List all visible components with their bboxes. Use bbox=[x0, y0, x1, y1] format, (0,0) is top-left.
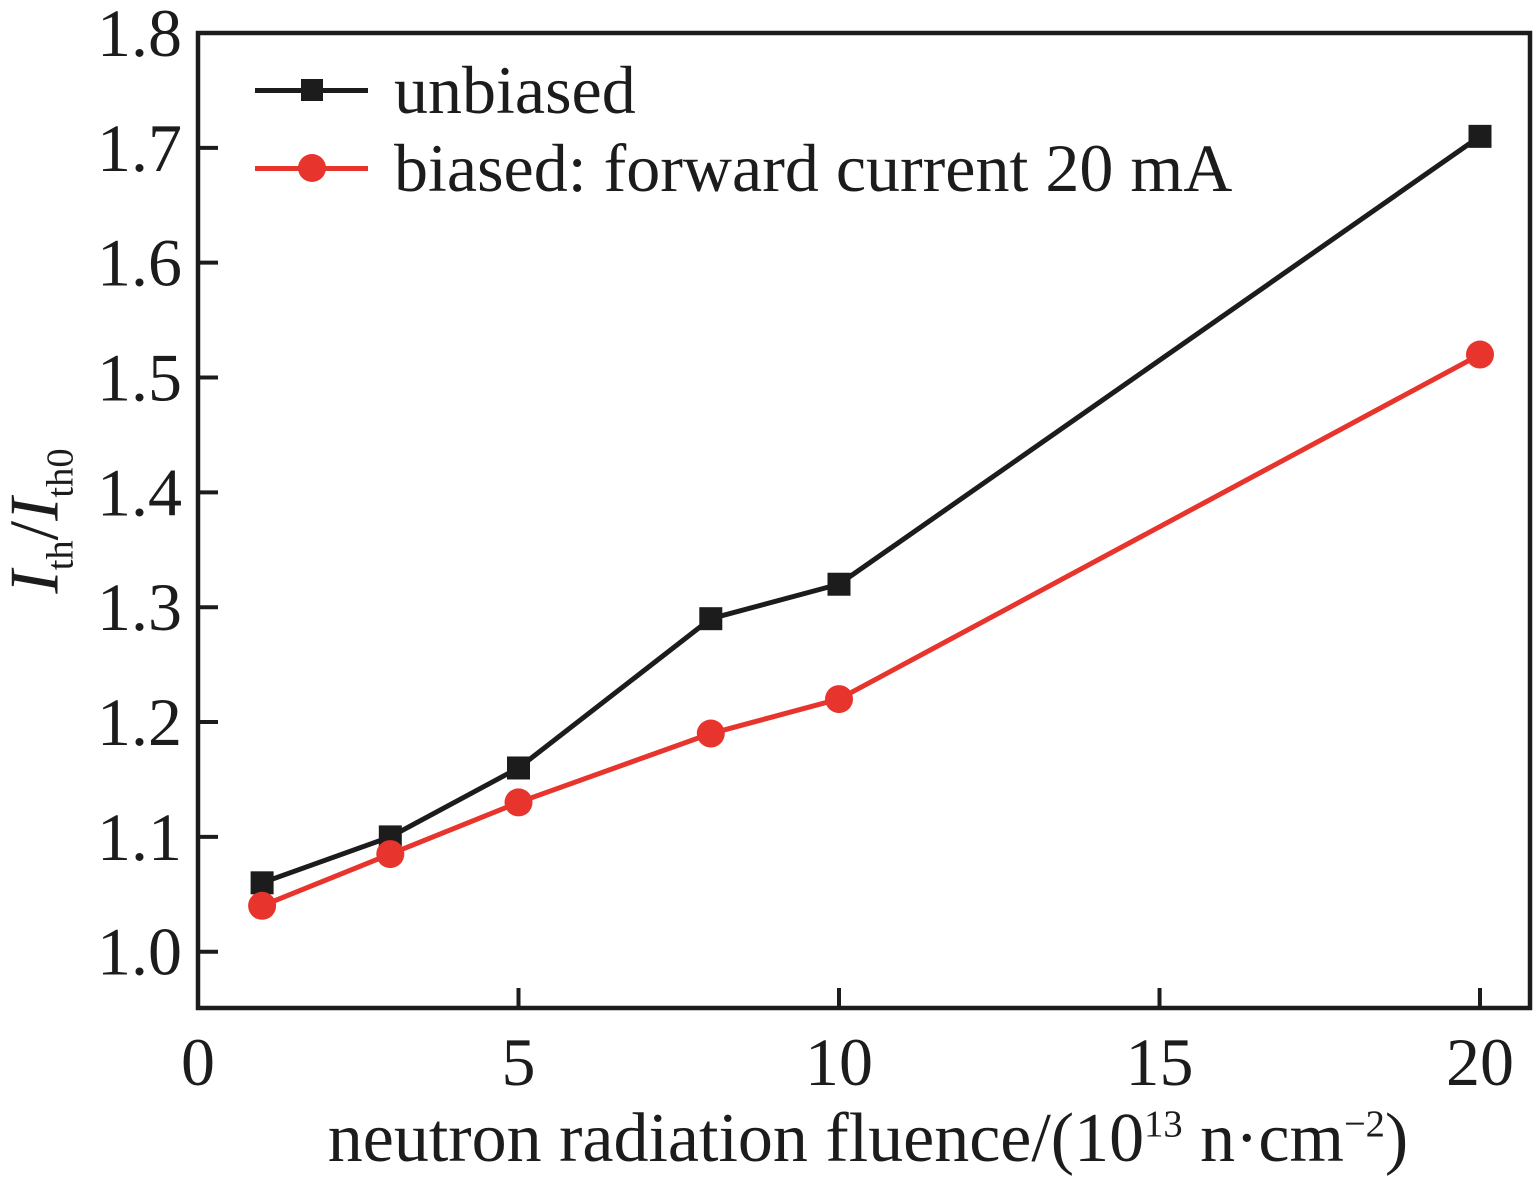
x-axis-title: neutron radiation fluence/(1013 n·cm−2) bbox=[328, 1100, 1408, 1177]
x-axis-title-exponent2: −2 bbox=[1343, 1103, 1385, 1146]
series-line-0 bbox=[261, 134, 1482, 886]
x-tick-label: 5 bbox=[502, 1024, 536, 1100]
y-tick-label: 1.4 bbox=[97, 454, 182, 530]
x-tick-label: 15 bbox=[1126, 1024, 1194, 1100]
x-tick-label: 0 bbox=[181, 1024, 215, 1100]
y-tick-label: 1.0 bbox=[97, 914, 182, 990]
legend-item-biased: biased: forward current 20 mA bbox=[255, 129, 1232, 207]
y-axis-title: Ith/Ith0 bbox=[0, 448, 82, 594]
data-point-marker bbox=[1466, 340, 1495, 369]
circle-marker-icon bbox=[297, 154, 326, 182]
data-point-marker bbox=[248, 891, 277, 920]
y-tick-label: 1.6 bbox=[97, 225, 182, 301]
y-tick-label: 1.1 bbox=[97, 799, 182, 875]
data-point-marker bbox=[376, 840, 405, 869]
y-tick-label: 1.2 bbox=[97, 684, 182, 760]
x-axis-title-close-paren: ) bbox=[1384, 1100, 1409, 1177]
data-point-marker bbox=[507, 756, 531, 780]
data-point-marker bbox=[250, 871, 274, 895]
legend-label-biased: biased: forward current 20 mA bbox=[394, 130, 1233, 206]
y-tick-label: 1.8 bbox=[97, 0, 182, 71]
unbiased-series-key-icon bbox=[255, 74, 368, 106]
data-point-marker bbox=[827, 572, 851, 596]
square-marker-icon bbox=[300, 79, 323, 101]
x-tick-label: 20 bbox=[1446, 1024, 1514, 1100]
plot-frame bbox=[195, 30, 1533, 1011]
x-axis-title-text: neutron radiation fluence/(10 bbox=[327, 1100, 1145, 1177]
data-point-marker bbox=[825, 685, 854, 714]
data-point-marker bbox=[504, 788, 533, 817]
series-line-1 bbox=[261, 352, 1482, 909]
x-tick-label: 10 bbox=[805, 1024, 873, 1100]
y-axis-title-subscript: th bbox=[39, 540, 82, 571]
x-axis-title-units: n·cm bbox=[1182, 1100, 1344, 1177]
y-axis-title-symbol: I bbox=[0, 570, 74, 594]
data-point-marker bbox=[699, 607, 723, 631]
y-axis-title-subscript2: th0 bbox=[39, 448, 82, 498]
legend-item-unbiased: unbiased bbox=[255, 51, 1232, 129]
y-tick-label: 1.5 bbox=[97, 340, 182, 416]
x-axis-title-exponent: 13 bbox=[1144, 1103, 1183, 1146]
y-axis-title-symbol2: I bbox=[0, 497, 74, 521]
legend-label-unbiased: unbiased bbox=[394, 52, 636, 128]
y-axis-title-slash: / bbox=[0, 520, 74, 541]
y-tick-label: 1.3 bbox=[97, 569, 182, 645]
biased-series-key-icon bbox=[255, 152, 368, 184]
legend: unbiased biased: forward current 20 mA bbox=[255, 51, 1232, 207]
data-point-marker bbox=[696, 719, 725, 748]
data-point-marker bbox=[1468, 124, 1492, 148]
y-tick-label: 1.7 bbox=[97, 110, 182, 186]
